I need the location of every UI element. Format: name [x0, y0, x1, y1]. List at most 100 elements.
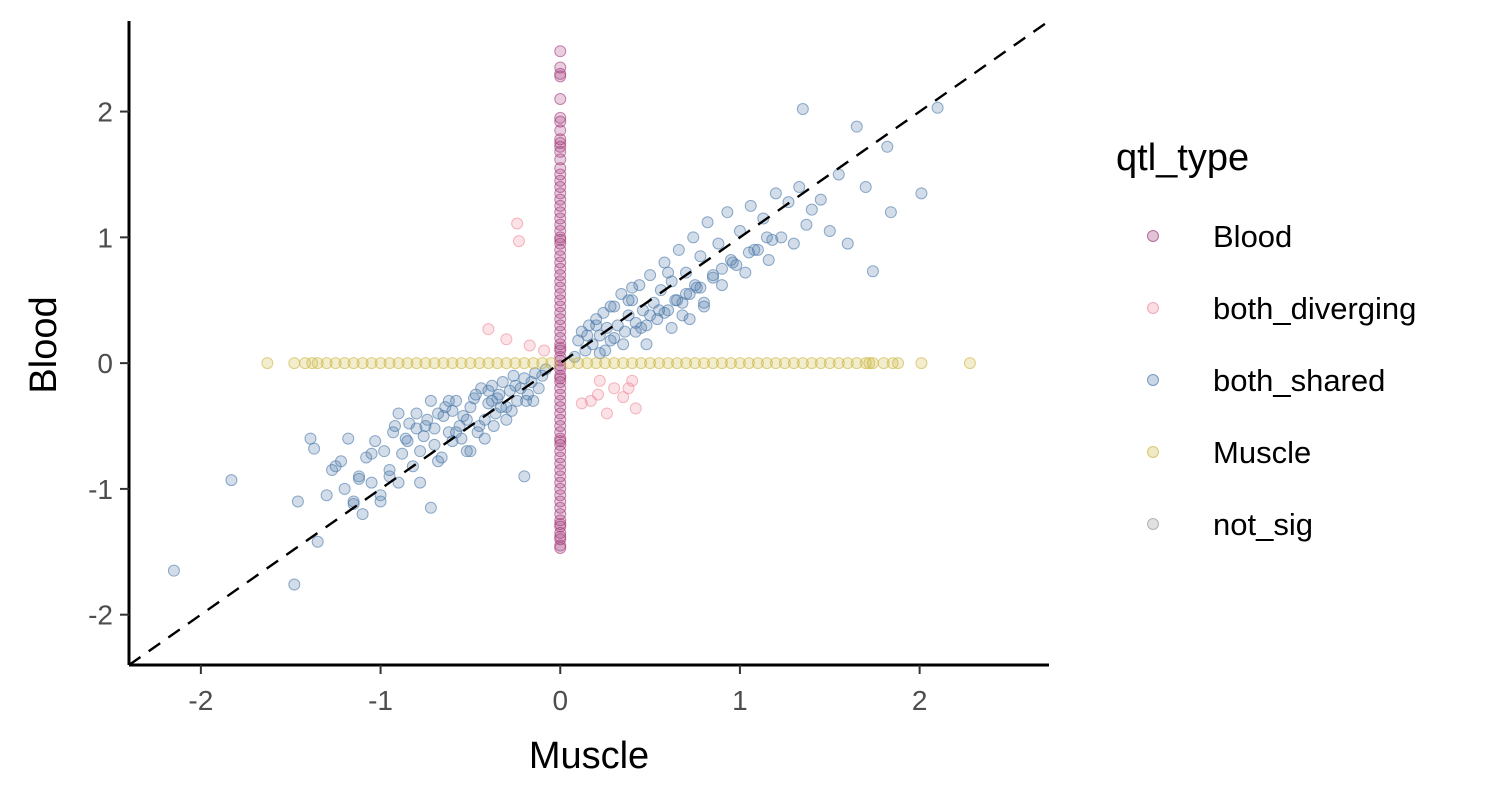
data-point-muscle [915, 357, 928, 370]
data-point-muscle [698, 357, 710, 370]
data-point-both-shared [787, 237, 800, 250]
data-point-blood [554, 482, 567, 495]
data-point-both-shared [608, 331, 621, 344]
data-point-both-shared [473, 420, 486, 433]
data-point-both-shared [383, 464, 396, 477]
data-point-muscle [572, 357, 585, 370]
data-point-both-shared [392, 476, 405, 489]
data-point-blood [554, 233, 567, 246]
data-point-both-shared [931, 101, 944, 114]
data-point-both-shared [356, 508, 369, 521]
data-point-muscle [671, 357, 684, 370]
data-point-both-shared [464, 445, 477, 458]
data-point-both-diverging [482, 323, 495, 336]
data-point-both-shared [721, 206, 734, 219]
data-point-muscle [545, 357, 558, 370]
data-point-blood [554, 61, 567, 74]
data-point-blood [554, 331, 567, 344]
data-point-blood [554, 306, 567, 319]
data-point-muscle [401, 357, 414, 370]
data-point-both-shared [617, 338, 630, 351]
y-axis-title: Blood [23, 296, 65, 393]
data-point-muscle [866, 357, 879, 370]
points-layer [167, 45, 976, 591]
data-point-both-shared [593, 347, 606, 360]
data-point-muscle [536, 357, 549, 370]
y-ticks: -2 -1 0 1 2 [88, 97, 129, 631]
data-point-blood [554, 451, 567, 464]
data-point-both-shared [687, 231, 700, 244]
data-point-both-diverging [593, 374, 606, 387]
data-point-blood [554, 526, 567, 539]
data-point-both-shared [626, 281, 639, 294]
data-point-both-shared [353, 472, 365, 485]
data-point-both-shared [446, 404, 459, 417]
data-point-both-shared [633, 279, 646, 292]
data-point-blood [554, 426, 567, 439]
data-point-both-shared [694, 281, 707, 294]
data-point-muscle [419, 357, 432, 370]
data-point-both-shared [410, 407, 423, 420]
data-point-muscle [288, 357, 301, 370]
data-point-both-shared [424, 501, 437, 514]
data-point-muscle [320, 357, 333, 370]
data-point-both-shared [392, 407, 405, 420]
data-point-muscle [742, 357, 755, 370]
data-point-blood [554, 407, 567, 420]
data-point-both-shared [701, 216, 714, 229]
x-tick-label: 1 [732, 685, 748, 716]
data-point-both-shared [698, 300, 710, 313]
data-point-both-shared [748, 243, 761, 256]
data-point-muscle [383, 357, 396, 370]
data-point-both-diverging [500, 333, 513, 346]
data-point-both-diverging [622, 382, 635, 395]
data-point-blood [554, 199, 567, 212]
data-point-both-shared [487, 420, 500, 433]
data-point-muscle [963, 357, 976, 370]
data-point-both-shared [369, 435, 382, 448]
data-point-both-shared [665, 321, 678, 334]
series-blood [554, 45, 567, 555]
data-point-blood [554, 281, 567, 294]
data-point-both-diverging [538, 344, 551, 357]
data-point-both-shared [805, 203, 818, 216]
data-point-muscle [338, 357, 351, 370]
y-tick-label: -1 [88, 474, 113, 505]
data-point-both-shared [329, 460, 342, 473]
data-point-both-diverging [617, 391, 630, 404]
data-point-muscle [581, 357, 594, 370]
data-point-blood [554, 294, 567, 307]
data-point-both-shared [518, 470, 531, 483]
data-point-muscle [455, 357, 468, 370]
data-point-muscle [892, 357, 905, 370]
data-point-blood [554, 420, 567, 433]
data-point-both-shared [505, 404, 518, 417]
data-point-both-shared [698, 296, 710, 309]
data-point-both-shared [167, 564, 180, 577]
data-point-blood [554, 124, 567, 137]
x-axis-title: Muscle [529, 735, 649, 777]
data-point-both-shared [800, 218, 813, 231]
data-point-both-shared [291, 495, 304, 508]
data-point-muscle [769, 357, 782, 370]
data-point-both-shared [706, 271, 719, 284]
data-point-blood [554, 287, 567, 300]
x-tick-label: 2 [912, 685, 928, 716]
data-point-blood [554, 168, 567, 181]
data-point-both-shared [432, 455, 445, 468]
legend-label-not-sig: not_sig [1213, 507, 1313, 542]
data-point-both-shared [622, 294, 635, 307]
data-point-blood [554, 250, 567, 263]
legend-entries: Blood both_diverging both_shared Muscle not_… [1147, 219, 1416, 542]
data-point-both-shared [225, 474, 238, 487]
data-point-both-shared [396, 447, 409, 460]
data-point-both-shared [676, 309, 689, 322]
data-point-blood [554, 464, 567, 477]
data-point-both-shared [365, 447, 378, 460]
data-point-both-shared [442, 394, 455, 407]
data-point-both-shared [915, 187, 928, 200]
data-point-muscle [464, 357, 477, 370]
data-point-both-shared [518, 372, 531, 385]
data-point-blood [554, 445, 567, 458]
data-point-blood [554, 470, 567, 483]
